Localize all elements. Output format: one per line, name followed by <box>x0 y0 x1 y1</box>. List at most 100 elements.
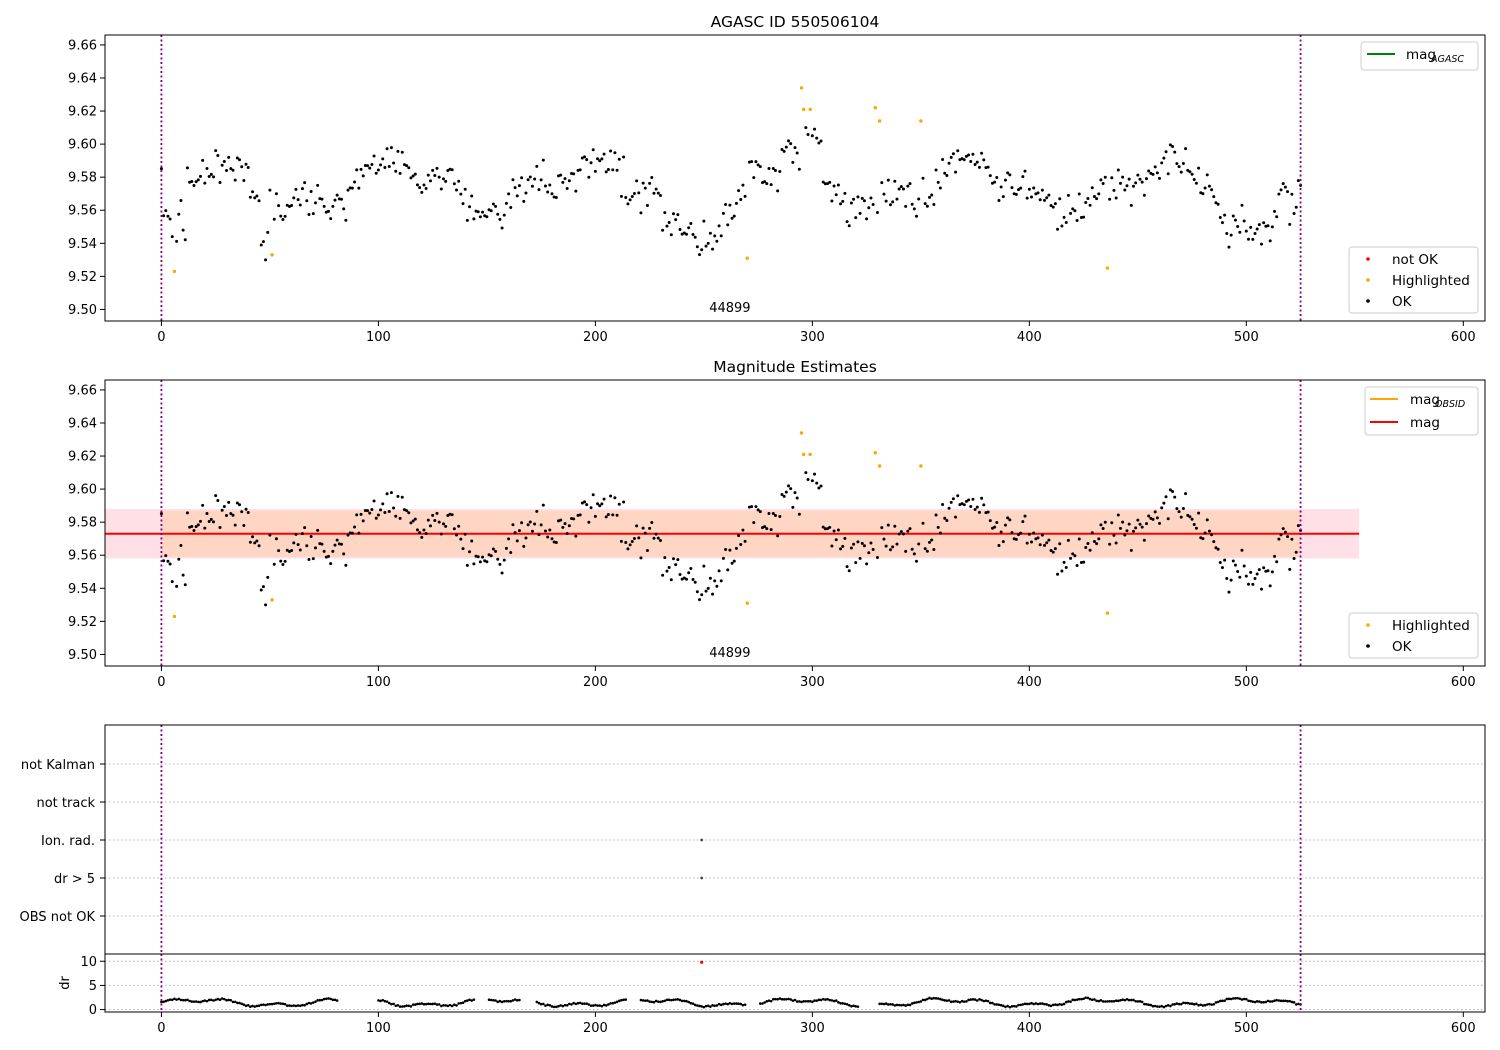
ok-point <box>285 203 289 207</box>
ok-point <box>1246 582 1250 586</box>
ok-point <box>1244 574 1248 578</box>
ok-point <box>1160 506 1164 510</box>
ok-point <box>997 198 1001 202</box>
legend-label: Highlighted <box>1392 273 1470 289</box>
ok-point <box>340 197 344 201</box>
dr-point <box>1127 998 1131 1002</box>
ok-point <box>511 178 515 182</box>
ok-point <box>869 541 873 545</box>
dr-point <box>832 999 836 1003</box>
dr-point <box>1216 1000 1220 1004</box>
ok-point <box>435 166 439 170</box>
dr-point <box>1186 1001 1190 1005</box>
ok-point <box>201 503 205 507</box>
ok-point <box>500 571 504 575</box>
ok-point <box>313 201 317 205</box>
dr-point <box>1140 1000 1144 1004</box>
dr-point <box>268 1002 272 1006</box>
ok-point <box>376 168 380 172</box>
ok-point <box>622 155 626 159</box>
ok-point <box>185 166 189 170</box>
ok-point <box>632 537 636 541</box>
dr-point <box>1073 998 1077 1002</box>
ok-point <box>1192 522 1196 526</box>
dr-point <box>1103 1000 1107 1003</box>
dr-point <box>576 1001 580 1005</box>
dr-point <box>1153 1004 1157 1008</box>
dr-point <box>225 998 228 1002</box>
dr-point <box>654 999 658 1003</box>
legend-points-agasc <box>1348 246 1479 314</box>
dr-point <box>839 1001 842 1005</box>
ok-point <box>1229 233 1233 237</box>
legend-label: mag <box>1406 47 1436 63</box>
dr-frame <box>104 953 1486 1013</box>
ok-point <box>938 531 942 535</box>
ok-point <box>750 505 754 509</box>
ok-point <box>713 579 717 583</box>
ok-point <box>298 548 302 552</box>
highlighted-point <box>808 452 812 457</box>
legend-marker <box>1366 623 1370 627</box>
ok-point <box>537 188 541 192</box>
highlighted-point <box>877 464 882 468</box>
highlighted-point <box>873 106 877 110</box>
ok-point <box>1131 529 1135 533</box>
dr-point <box>804 999 808 1003</box>
ok-point <box>1290 537 1294 541</box>
ok-point <box>537 533 541 537</box>
ok-point <box>405 164 409 168</box>
ok-point <box>1266 569 1270 573</box>
dr-point <box>568 1002 571 1006</box>
dr-point <box>1253 1000 1257 1004</box>
ok-point <box>1116 513 1120 517</box>
ok-point <box>908 182 912 186</box>
dr-point <box>546 1003 549 1007</box>
ok-point <box>231 513 235 517</box>
dr-point <box>598 1004 602 1007</box>
ok-point <box>693 235 697 239</box>
dr-point <box>325 997 328 1001</box>
ok-point <box>504 546 508 550</box>
ok-point <box>333 543 337 547</box>
ok-point <box>353 525 357 529</box>
ok-point <box>1164 150 1168 154</box>
ok-point <box>1173 150 1177 154</box>
ok-point <box>333 198 337 202</box>
dr-point <box>1238 997 1242 1000</box>
ok-point <box>947 506 951 510</box>
ok-point <box>1177 510 1181 514</box>
ok-point <box>1030 195 1034 199</box>
ok-point <box>901 187 905 191</box>
ok-point <box>1140 525 1144 529</box>
ok-point <box>856 540 860 544</box>
dr-point <box>440 1004 443 1008</box>
ok-point <box>1227 590 1231 594</box>
ok-point <box>993 180 997 184</box>
ok-point <box>257 544 261 548</box>
ok-point <box>298 203 302 207</box>
ok-point <box>1201 192 1205 196</box>
ok-point <box>550 537 554 541</box>
ok-point <box>428 524 432 528</box>
ok-point <box>971 497 975 501</box>
highlighted-point <box>919 119 923 123</box>
ok-point <box>1062 215 1066 219</box>
ok-point <box>645 548 649 552</box>
ok-point <box>589 161 593 165</box>
ok-point <box>1090 531 1094 535</box>
ok-point <box>1090 186 1094 190</box>
ok-point <box>591 148 595 152</box>
ok-point <box>179 544 183 548</box>
highlighted-point <box>873 451 877 455</box>
dr-point <box>1110 1000 1114 1003</box>
ok-point <box>433 518 437 522</box>
dr-point <box>617 999 621 1003</box>
ok-point <box>1077 192 1081 196</box>
dr-point <box>1147 1003 1150 1006</box>
ok-point <box>205 166 209 170</box>
estimates-ytick-label: 9.52 <box>68 615 97 630</box>
ok-point <box>344 218 348 222</box>
dr-point <box>186 998 189 1002</box>
dr-point <box>279 1002 283 1005</box>
